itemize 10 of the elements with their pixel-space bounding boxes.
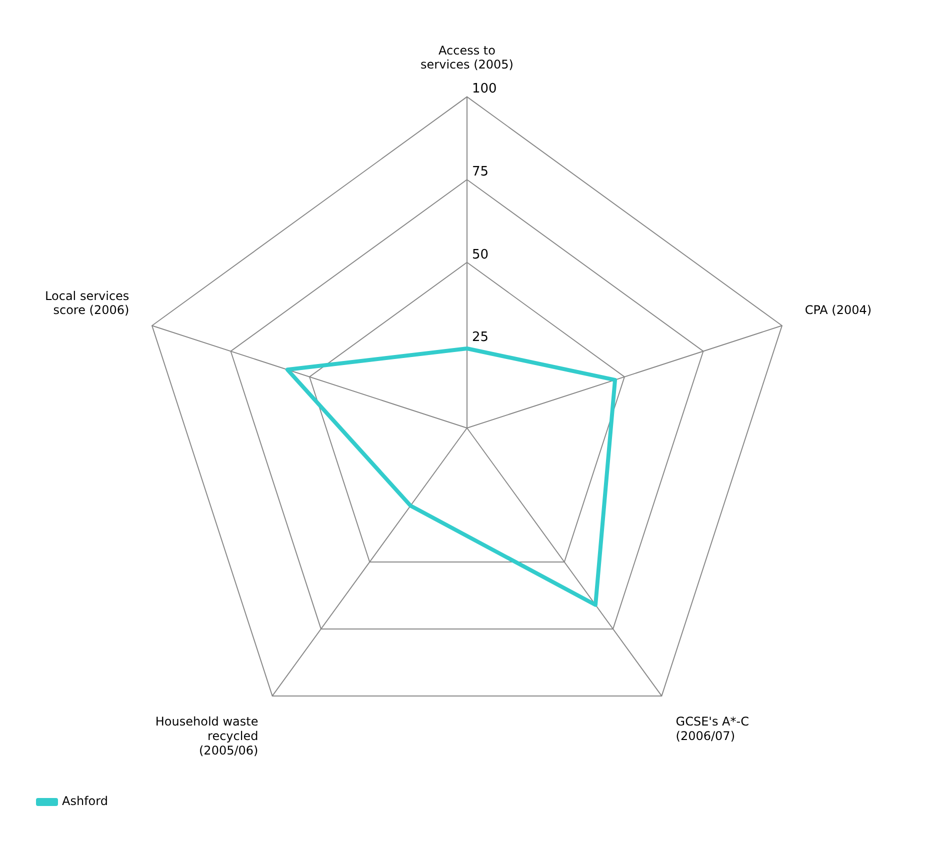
y-tick-label: 25 <box>472 330 489 346</box>
spoke-label: Local services score (2006) <box>45 288 130 318</box>
y-tick-label: 100 <box>472 82 497 97</box>
y-tick-label: 50 <box>472 247 489 262</box>
spoke-label: Household waste recycled (2005/06) <box>155 714 258 758</box>
y-tick-label: 75 <box>472 164 489 180</box>
spoke-label: Access to services (2005) <box>420 43 514 72</box>
legend-label: Ashford <box>62 794 108 808</box>
spoke-label: GCSE's A*-C (2006/07) <box>676 714 749 744</box>
spoke-label: CPA (2004) <box>804 303 872 318</box>
